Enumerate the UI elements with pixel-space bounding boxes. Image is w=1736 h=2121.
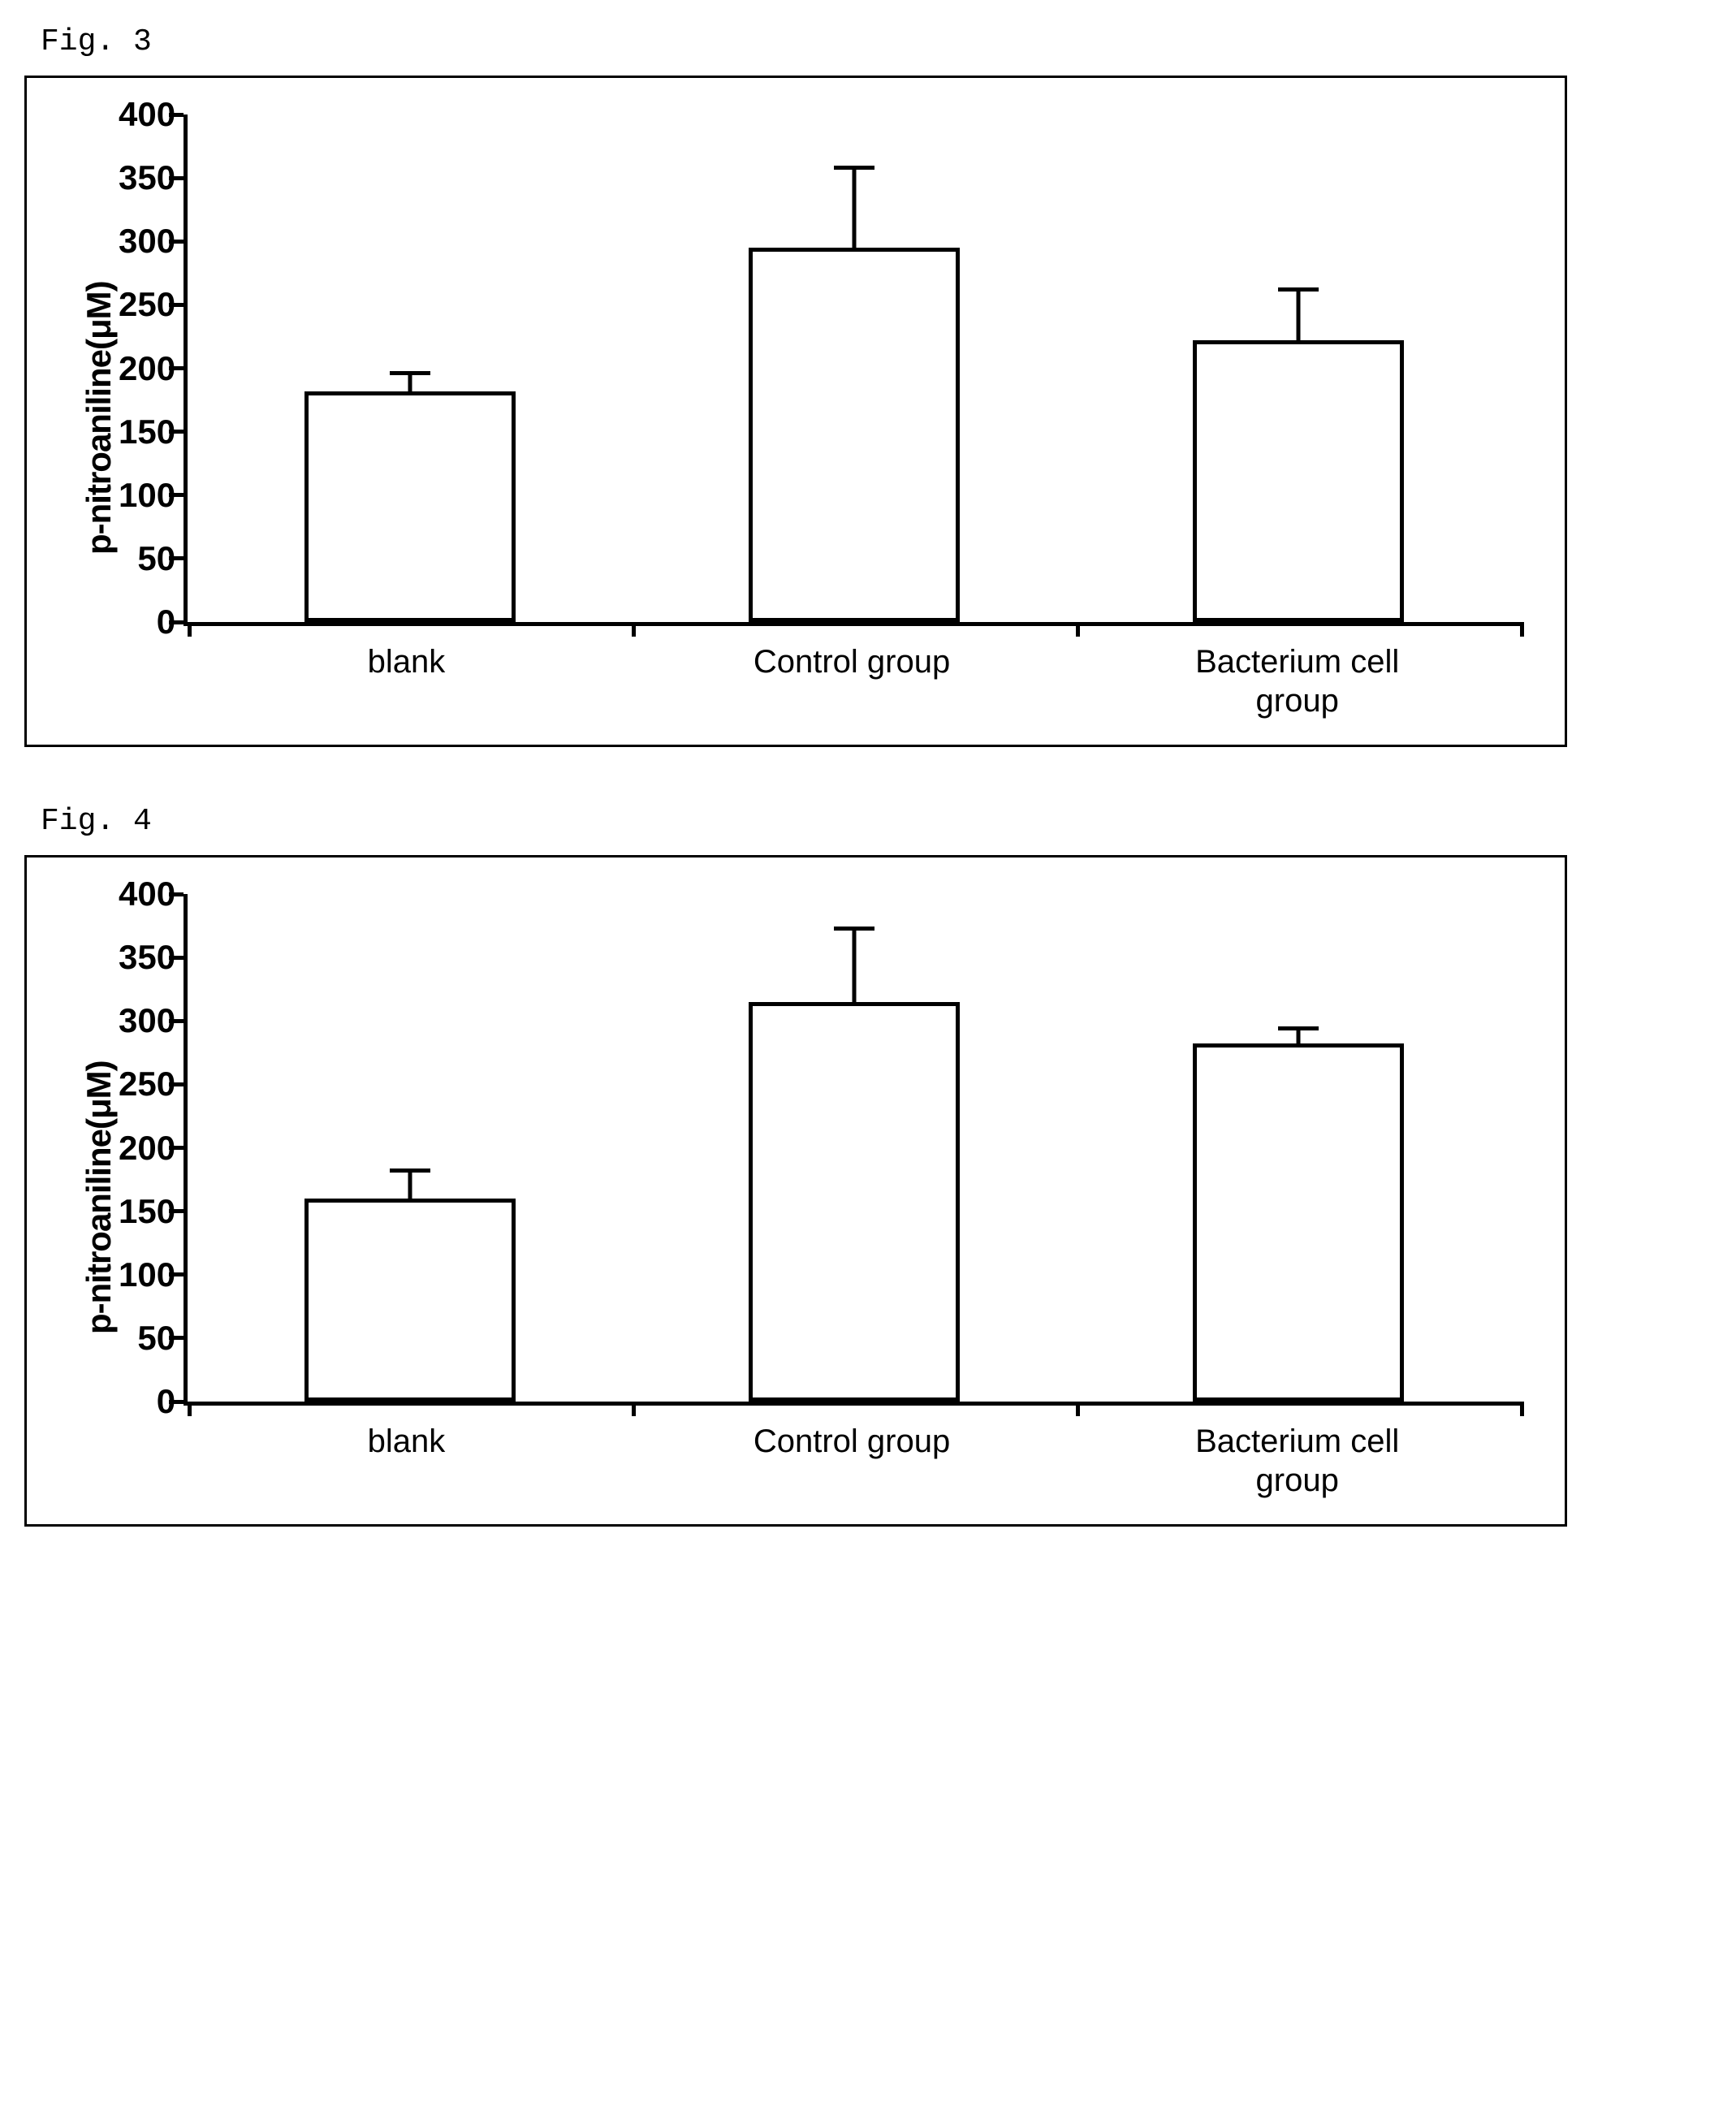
- figure-2: Fig. 4 p-nitroaniline(μM)4003503002502001…: [24, 804, 1712, 1527]
- bar: [749, 1002, 960, 1402]
- y-tick-mark: [169, 556, 184, 560]
- plot-wrapper: blankControl groupBacterium cellgroup: [184, 114, 1520, 720]
- x-label: Control group: [629, 642, 1075, 720]
- x-label: blank: [184, 642, 629, 720]
- x-tick-marks: [188, 1402, 1520, 1406]
- x-label: blank: [184, 1422, 629, 1500]
- x-labels: blankControl groupBacterium cellgroup: [184, 642, 1520, 720]
- y-tick-mark: [169, 430, 184, 434]
- y-tick-mark: [169, 892, 184, 896]
- error-cap-top: [390, 1168, 430, 1173]
- x-tick-marks: [188, 622, 1520, 626]
- bar: [304, 1199, 516, 1402]
- y-tick-mark: [169, 1400, 184, 1404]
- figure-1: Fig. 3 p-nitroaniline(μM)4003503002502001…: [24, 24, 1712, 747]
- chart-box: p-nitroaniline(μM)4003503002502001501005…: [24, 855, 1567, 1527]
- chart-box: p-nitroaniline(μM)4003503002502001501005…: [24, 76, 1567, 747]
- y-tick-mark: [169, 176, 184, 180]
- y-tick-mark: [169, 1082, 184, 1086]
- y-tick-mark: [169, 1336, 184, 1340]
- bar: [1193, 340, 1404, 622]
- figure-label: Fig. 4: [41, 804, 1712, 839]
- y-axis-label: p-nitroaniline(μM): [71, 944, 119, 1451]
- y-tick-mark: [169, 493, 184, 497]
- bars: [188, 894, 1520, 1402]
- chart-area: p-nitroaniline(μM)4003503002502001501005…: [71, 894, 1520, 1500]
- error-cap-top: [834, 166, 874, 170]
- x-labels: blankControl groupBacterium cellgroup: [184, 1422, 1520, 1500]
- y-tick-mark: [169, 303, 184, 307]
- y-axis-label: p-nitroaniline(μM): [71, 164, 119, 672]
- x-tick-mark: [632, 622, 636, 637]
- plot-wrapper: blankControl groupBacterium cellgroup: [184, 894, 1520, 1500]
- y-tick-mark: [169, 1272, 184, 1276]
- x-tick-mark: [632, 1402, 636, 1416]
- bar-group: [304, 391, 516, 622]
- x-tick-mark: [1076, 1402, 1080, 1416]
- x-label: Bacterium cellgroup: [1074, 1422, 1520, 1500]
- y-tick-mark: [169, 956, 184, 960]
- x-tick-mark: [188, 1402, 192, 1416]
- x-label: Bacterium cellgroup: [1074, 642, 1520, 720]
- bar-group: [1193, 340, 1404, 622]
- y-tick-mark: [169, 1209, 184, 1213]
- y-tick-mark: [169, 240, 184, 244]
- y-tick-mark: [169, 1019, 184, 1023]
- error-cap-top: [1278, 1026, 1319, 1030]
- y-tick-mark: [169, 620, 184, 624]
- plot: [184, 894, 1520, 1406]
- x-tick-mark: [1520, 1402, 1524, 1416]
- figure-label: Fig. 3: [41, 24, 1712, 59]
- x-label: Control group: [629, 1422, 1075, 1500]
- bar: [1193, 1043, 1404, 1402]
- bars: [188, 114, 1520, 622]
- error-cap-top: [390, 371, 430, 375]
- x-tick-mark: [1520, 622, 1524, 637]
- chart-area: p-nitroaniline(μM)4003503002502001501005…: [71, 114, 1520, 720]
- y-tick-mark: [169, 113, 184, 117]
- bar: [304, 391, 516, 622]
- plot: [184, 114, 1520, 626]
- x-tick-mark: [1076, 622, 1080, 637]
- bar: [749, 248, 960, 622]
- bar-group: [749, 1002, 960, 1402]
- x-tick-mark: [188, 622, 192, 637]
- error-cap-top: [834, 927, 874, 931]
- y-tick-mark: [169, 366, 184, 370]
- bar-group: [304, 1199, 516, 1402]
- bar-group: [1193, 1043, 1404, 1402]
- bar-group: [749, 248, 960, 622]
- error-cap-top: [1278, 287, 1319, 292]
- y-tick-mark: [169, 1146, 184, 1150]
